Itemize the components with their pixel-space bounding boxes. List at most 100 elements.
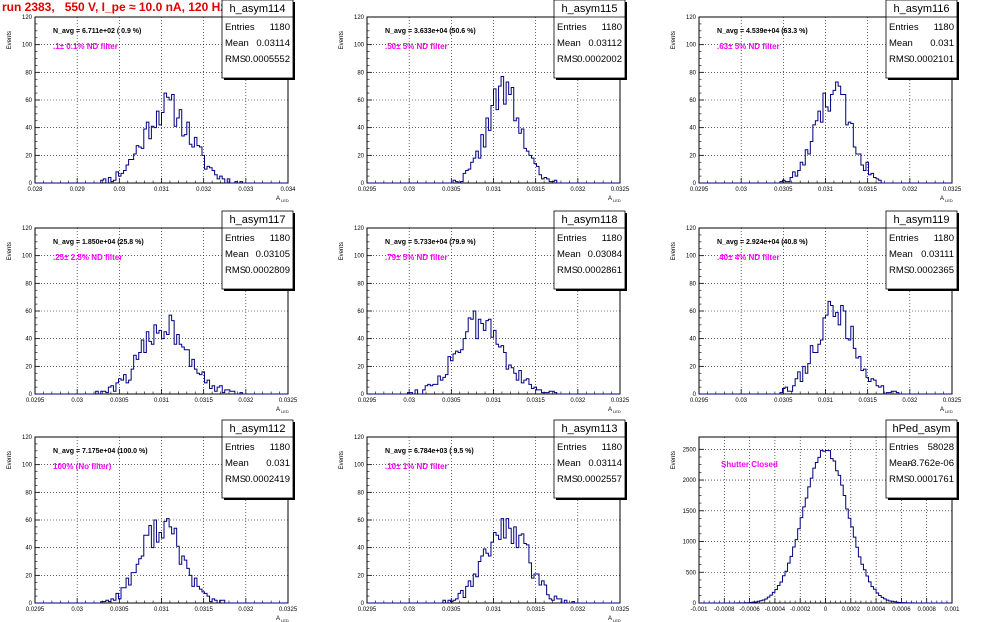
- y-tick-label: 0: [361, 601, 365, 607]
- filter-annotation: .10± 1% ND filter: [385, 462, 448, 471]
- stats-value: 1180: [934, 233, 954, 244]
- y-tick-label: 60: [689, 309, 696, 315]
- y-tick-label: 120: [354, 226, 365, 232]
- y-tick-label: 1000: [683, 540, 697, 546]
- x-tick-label: 0.0295: [26, 607, 45, 613]
- y-tick-label: 80: [357, 70, 364, 76]
- histogram-name: h_asym118: [561, 214, 617, 226]
- x-tick-label: 0.0006: [892, 607, 911, 613]
- x-tick-label: 0.0305: [110, 607, 129, 613]
- y-tick-label: 40: [25, 337, 32, 343]
- x-tick-label: 0.0315: [194, 607, 213, 613]
- y-tick-label: 2500: [683, 447, 697, 453]
- stats-value: 1180: [602, 233, 622, 244]
- stats-value: 0.0002002: [577, 54, 622, 65]
- navg-label: N_avg = 1.850e+04 (25.8 %): [53, 239, 144, 246]
- histogram-name: h_asym114: [229, 3, 285, 15]
- stats-box-shadow: [625, 213, 627, 291]
- x-axis-title: ALED: [276, 616, 289, 622]
- stats-box: [221, 419, 294, 499]
- histogram-name: h_asym116: [893, 3, 949, 15]
- stats-box-shadow: [957, 422, 959, 500]
- x-tick-label: 0.0315: [526, 398, 545, 404]
- stats-box-shadow: [293, 422, 295, 500]
- stats-value: 1180: [934, 22, 954, 33]
- stats-box-shadow: [888, 289, 959, 291]
- stats-box: [885, 210, 958, 290]
- stats-label: Entries: [557, 233, 587, 244]
- stats-label: Entries: [557, 442, 587, 453]
- x-tick-label: 0.0315: [526, 187, 545, 193]
- x-tick-label: 0.0305: [774, 187, 793, 193]
- y-tick-label: 100: [354, 463, 365, 469]
- x-tick-label: 0.032: [570, 607, 586, 613]
- y-axis-title: Events: [7, 31, 13, 49]
- histogram-panel-h_asym119: 0.0295 0.03 0.0305 0.031 0.0315 0.032 0.0325 0 2…: [671, 210, 962, 414]
- histogram-line: [367, 518, 620, 604]
- x-tick-label: 0.0325: [611, 398, 630, 404]
- histogram-panel-h_asym115: 0.0295 0.03 0.0305 0.031 0.0315 0.032 0.0325 0 2…: [339, 0, 630, 203]
- x-tick-label: 0.031: [486, 187, 502, 193]
- stats-box: [553, 210, 626, 290]
- y-tick-label: 80: [357, 281, 364, 287]
- y-tick-label: 100: [354, 43, 365, 49]
- y-tick-label: 60: [25, 309, 32, 315]
- y-tick-label: 60: [357, 98, 364, 104]
- y-tick-label: 80: [25, 70, 32, 76]
- x-tick-label: 0.0004: [867, 607, 886, 613]
- navg-label: N_avg = 7.175e+04 (100.0 %): [53, 448, 148, 455]
- y-tick-label: 100: [686, 43, 697, 49]
- filter-annotation: .63± 5% ND filter: [717, 42, 780, 51]
- y-tick-label: 120: [686, 226, 697, 232]
- y-tick-label: 40: [357, 337, 364, 343]
- histogram-panel-h_asym116: 0.0295 0.03 0.0305 0.031 0.0315 0.032 0.0325 0 2…: [671, 0, 962, 203]
- y-axis-title: Events: [339, 31, 345, 49]
- filter-annotation: Shutter Closed: [721, 460, 778, 469]
- x-tick-label: 0.032: [238, 607, 254, 613]
- y-tick-label: 100: [686, 254, 697, 260]
- x-tick-label: 0.03: [403, 607, 415, 613]
- stats-value: 0.0002365: [909, 265, 954, 276]
- x-tick-label: 0.0305: [442, 187, 461, 193]
- histogram-name: h_asym113: [561, 423, 617, 435]
- y-tick-label: 2000: [683, 478, 697, 484]
- x-tick-label: 0.0325: [279, 398, 298, 404]
- y-tick-label: 20: [25, 364, 32, 370]
- stats-value: 0.03114: [588, 458, 622, 469]
- x-tick-label: 0.0295: [26, 398, 45, 404]
- y-tick-label: 60: [25, 518, 32, 524]
- histogram-line: [35, 314, 288, 395]
- x-tick-label: 0.0325: [943, 398, 962, 404]
- histogram-name: h_asym117: [229, 214, 285, 226]
- y-tick-label: 0: [693, 181, 697, 187]
- stats-value: 0.0002861: [577, 265, 622, 276]
- stats-label: Entries: [889, 233, 919, 244]
- stats-label: Mean: [557, 249, 581, 260]
- stats-label: Mean: [225, 458, 249, 469]
- x-tick-label: 0.0008: [918, 607, 937, 613]
- stats-label: RMS: [225, 474, 246, 485]
- stats-label: Entries: [557, 22, 587, 33]
- y-tick-label: 20: [689, 153, 696, 159]
- stats-box-shadow: [293, 2, 295, 80]
- stats-label: Entries: [225, 442, 255, 453]
- y-tick-label: 40: [357, 546, 364, 552]
- y-tick-label: 100: [22, 254, 33, 260]
- x-tick-label: 0.032: [570, 398, 586, 404]
- y-tick-label: 120: [22, 226, 33, 232]
- y-tick-label: 120: [354, 15, 365, 21]
- y-tick-label: 60: [25, 98, 32, 104]
- x-tick-label: 0.0295: [358, 187, 377, 193]
- y-tick-label: 80: [689, 281, 696, 287]
- x-tick-label: 0.0315: [194, 398, 213, 404]
- y-tick-label: 0: [693, 392, 697, 398]
- histogram-line: [367, 310, 620, 395]
- x-tick-label: -0.0008: [714, 607, 735, 613]
- stats-label: Mean: [225, 249, 249, 260]
- y-tick-label: 120: [22, 15, 33, 21]
- x-tick-label: 0.03: [735, 187, 747, 193]
- x-tick-label: 0.0305: [442, 607, 461, 613]
- stats-label: Mean: [225, 38, 249, 49]
- stats-label: Mean: [557, 458, 581, 469]
